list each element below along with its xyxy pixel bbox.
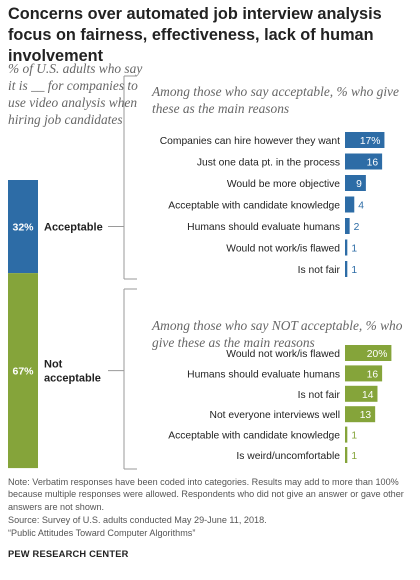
not-acceptable-reason-value: 20% xyxy=(367,349,388,360)
acceptable-reason-bar xyxy=(345,239,348,256)
not-acceptable-reason-value: 1 xyxy=(351,451,357,462)
bracket-acceptable xyxy=(108,75,137,280)
chart-lead-text: % of U.S. adults who say it is __ for co… xyxy=(8,61,143,127)
acceptable-reason-value: 9 xyxy=(356,179,362,190)
acceptable-reason-label: Is not fair xyxy=(298,265,341,276)
chart-source: Source: Survey of U.S. adults conducted … xyxy=(8,515,267,525)
acceptable-reason-label: Would not work/is flawed xyxy=(226,244,340,255)
not-acceptable-reason-value: 13 xyxy=(360,410,372,421)
chart-note: Note: Verbatim responses have been coded… xyxy=(8,477,404,512)
not-acceptable-reason-label: Acceptable with candidate knowledge xyxy=(168,431,340,442)
not-acceptable-reason-label: Is not fair xyxy=(298,390,341,401)
segment-label-not-acceptable: acceptable xyxy=(44,373,101,385)
acceptable-reason-label: Would be more objective xyxy=(227,179,340,190)
segment-label-not-acceptable: Not xyxy=(44,359,63,371)
not-acceptable-reason-value: 14 xyxy=(362,390,374,401)
not-acceptable-reason-bar xyxy=(345,426,348,443)
acceptable-reason-value: 1 xyxy=(351,244,357,255)
acceptable-reason-bar xyxy=(345,132,385,148)
org-name: PEW RESEARCH CENTER xyxy=(8,549,129,559)
not-acceptable-reasons-subhead: Among those who say NOT acceptable, % wh… xyxy=(152,318,403,350)
segment-not-acceptable xyxy=(8,273,38,469)
segment-acceptable xyxy=(8,180,38,274)
acceptable-reason-bar xyxy=(345,175,366,191)
not-acceptable-reason-value: 1 xyxy=(351,431,357,442)
acceptable-reason-label: Humans should evaluate humans xyxy=(187,222,340,233)
not-acceptable-reason-label: Is weird/uncomfortable xyxy=(236,451,340,462)
not-acceptable-reason-bar xyxy=(345,345,392,361)
acceptable-reason-label: Companies can hire however they want xyxy=(160,136,340,147)
not-acceptable-reason-label: Would not work/is flawed xyxy=(226,349,340,360)
not-acceptable-reason-bar xyxy=(345,385,378,402)
acceptable-reason-bar xyxy=(345,153,383,170)
not-acceptable-reason-bar xyxy=(345,447,348,463)
bracket-not-acceptable xyxy=(108,288,137,470)
not-acceptable-reason-label: Not everyone interviews well xyxy=(210,410,340,421)
not-acceptable-reason-bar xyxy=(345,365,383,382)
acceptable-reason-label: Just one data pt. in the process xyxy=(197,158,340,169)
acceptable-reason-value: 2 xyxy=(354,222,360,233)
acceptable-reason-bar xyxy=(345,196,355,213)
not-acceptable-reason-label: Humans should evaluate humans xyxy=(187,369,340,380)
acceptable-reason-value: 1 xyxy=(351,265,357,276)
report-title: “Public Attitudes Toward Computer Algori… xyxy=(8,528,196,538)
acceptable-reason-label: Acceptable with candidate knowledge xyxy=(168,201,340,212)
acceptable-reason-value: 4 xyxy=(358,201,364,212)
acceptable-reason-bar xyxy=(345,261,348,277)
acceptable-reason-value: 16 xyxy=(367,158,379,169)
segment-value-not-acceptable: 67% xyxy=(12,366,34,378)
not-acceptable-reason-value: 16 xyxy=(367,369,379,380)
chart-title: Concerns over automated job interview an… xyxy=(8,5,382,65)
acceptable-reason-value: 17% xyxy=(360,136,381,147)
chart-canvas: 32% Acceptable 67% Not acceptable Companies c… xyxy=(8,75,392,470)
acceptable-reason-bar xyxy=(345,218,350,234)
segment-value-acceptable: 32% xyxy=(12,222,34,234)
not-acceptable-reason-bar xyxy=(345,406,376,423)
segment-label-acceptable: Acceptable xyxy=(44,222,103,234)
acceptable-reasons-subhead: Among those who say acceptable, % who gi… xyxy=(152,84,399,116)
